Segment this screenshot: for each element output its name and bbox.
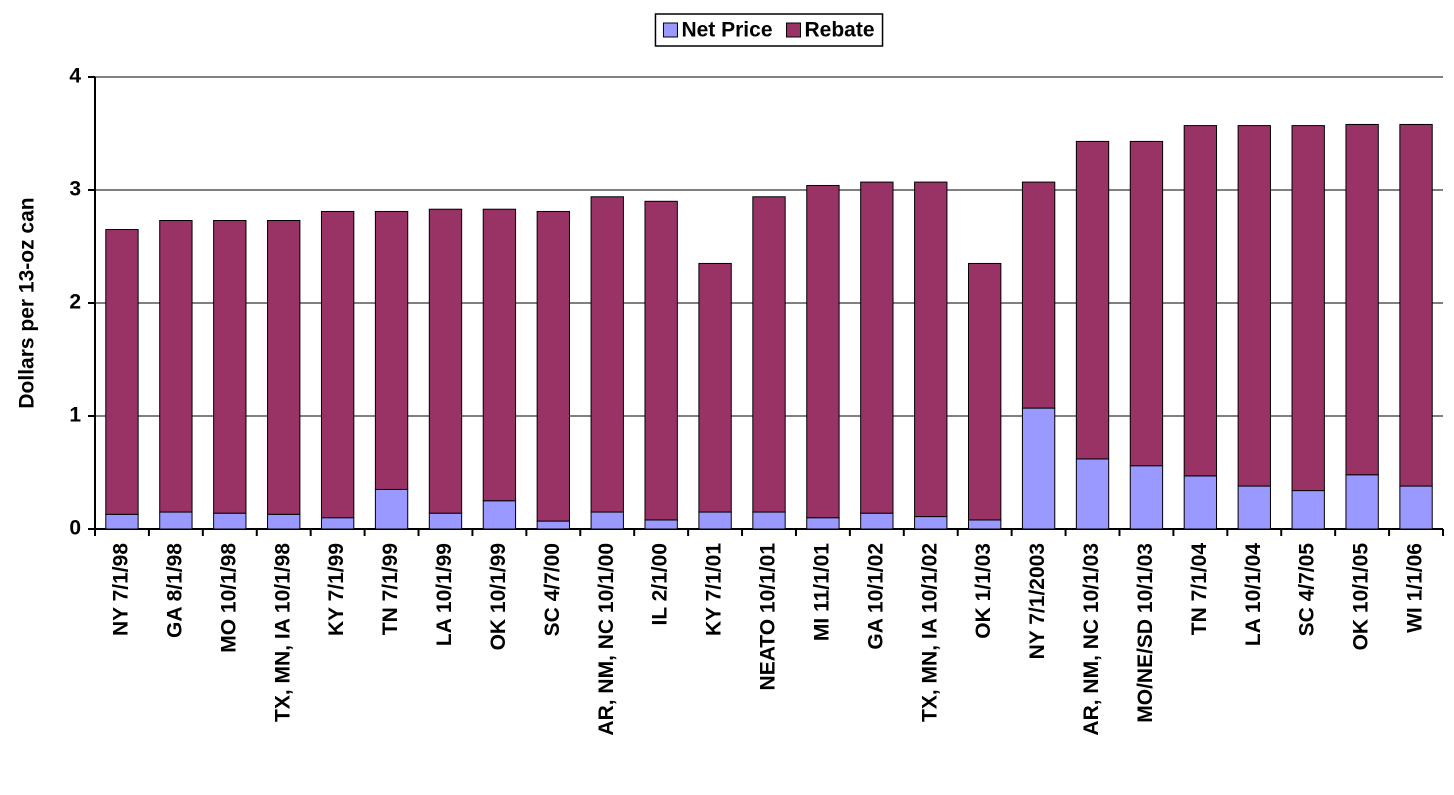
bar-segment (860, 181, 894, 514)
y-tick-label: 3 (69, 178, 81, 201)
bar-segment (1021, 181, 1056, 409)
x-tick-label: AR, NM, NC 10/1/03 (1080, 543, 1103, 736)
x-tick-label: IL 2/1/00 (649, 543, 672, 626)
x-tick-label: OK 10/1/05 (1350, 543, 1373, 651)
x-tick-label: SC 4/7/05 (1296, 543, 1319, 637)
bar-segment (1345, 123, 1379, 476)
bar-segment (428, 208, 463, 514)
bar-segment (1183, 475, 1218, 530)
bar-segment (644, 200, 678, 521)
x-tick-label: NY 7/1/98 (110, 543, 133, 636)
legend-label: Rebate (805, 19, 875, 42)
x-tick-label: TN 7/1/04 (1188, 543, 1211, 636)
x-tick-label: TX, MN, IA 10/1/98 (271, 543, 294, 722)
bar-segment (1291, 125, 1325, 492)
bar-segment (536, 520, 570, 530)
bar-segment (536, 210, 570, 522)
legend-swatch (786, 22, 802, 38)
bar-segment (860, 512, 894, 530)
y-tick-label: 0 (69, 517, 81, 540)
x-tick-label: KY 7/1/01 (703, 543, 726, 636)
x-tick-label: GA 10/1/02 (864, 543, 887, 650)
bar-segment (159, 220, 193, 513)
bar-segment (320, 210, 355, 519)
bar-segment (1129, 140, 1164, 467)
bar-segment (1075, 140, 1110, 460)
x-tick-label: TN 7/1/99 (379, 543, 402, 635)
bar-segment (105, 513, 139, 530)
bar-segment (213, 220, 247, 514)
x-tick-label: AR, NM, NC 10/1/00 (595, 543, 618, 736)
bar-segment (374, 488, 409, 530)
x-tick-label: WI 1/1/06 (1404, 543, 1427, 633)
bar-segment (482, 208, 517, 502)
bar-segment (320, 517, 355, 530)
bar-segment (968, 519, 1002, 530)
bar-segment (1399, 485, 1433, 530)
x-tick-label: NEATO 10/1/01 (757, 543, 780, 691)
bar-segment (267, 513, 301, 530)
x-tick-label: TX, MN, IA 10/1/02 (918, 543, 941, 722)
bar-segment (1291, 490, 1325, 530)
y-tick-label: 2 (69, 291, 81, 314)
x-tick-label: LA 10/1/99 (433, 543, 456, 646)
bar-segment (1021, 407, 1056, 530)
bar-segment (806, 517, 840, 530)
bar-segment (1075, 458, 1110, 530)
bar-segment (752, 511, 786, 530)
y-tick-label: 1 (69, 404, 81, 427)
y-axis-label: Dollars per 13-oz can (16, 197, 39, 408)
bar-segment (374, 210, 409, 490)
bar-segment (590, 196, 624, 513)
bar-segment (698, 262, 732, 513)
bar-segment (914, 181, 948, 518)
bar-segment (159, 511, 193, 530)
bar-segment (105, 229, 139, 515)
bar-segment (1345, 474, 1379, 530)
bar-segment (1183, 125, 1218, 477)
bar-segment (267, 220, 301, 515)
bar-segment (482, 500, 517, 530)
bar-segment (752, 196, 786, 513)
x-tick-label: NY 7/1/2003 (1026, 543, 1049, 659)
bar-segment (968, 262, 1002, 521)
legend-swatch (662, 22, 678, 38)
bar-segment (914, 516, 948, 530)
x-tick-label: MI 11/1/01 (810, 543, 833, 641)
bar-segment (644, 519, 678, 530)
x-tick-label: OK 10/1/99 (487, 543, 510, 650)
y-tick-label: 4 (69, 65, 81, 88)
bar-segment (1237, 125, 1271, 487)
x-tick-label: LA 10/1/04 (1242, 543, 1265, 646)
bar-segment (1237, 485, 1271, 530)
bar-segment (1399, 123, 1433, 487)
x-tick-label: OK 1/1/03 (972, 543, 995, 639)
bar-segment (806, 184, 840, 519)
bar-segment (590, 511, 624, 530)
x-tick-label: SC 4/7/00 (541, 543, 564, 636)
bar-segment (698, 511, 732, 530)
legend-box (654, 13, 884, 47)
x-tick-label: GA 8/1/98 (163, 543, 186, 638)
bar-segment (1129, 465, 1164, 530)
bar-segment (428, 512, 463, 530)
x-tick-label: KY 7/1/99 (325, 543, 348, 636)
bar-segment (213, 512, 247, 530)
legend-label: Net Price (681, 19, 772, 42)
x-tick-label: MO 10/1/98 (217, 543, 240, 653)
x-tick-label: MO/NE/SD 10/1/03 (1134, 543, 1157, 723)
